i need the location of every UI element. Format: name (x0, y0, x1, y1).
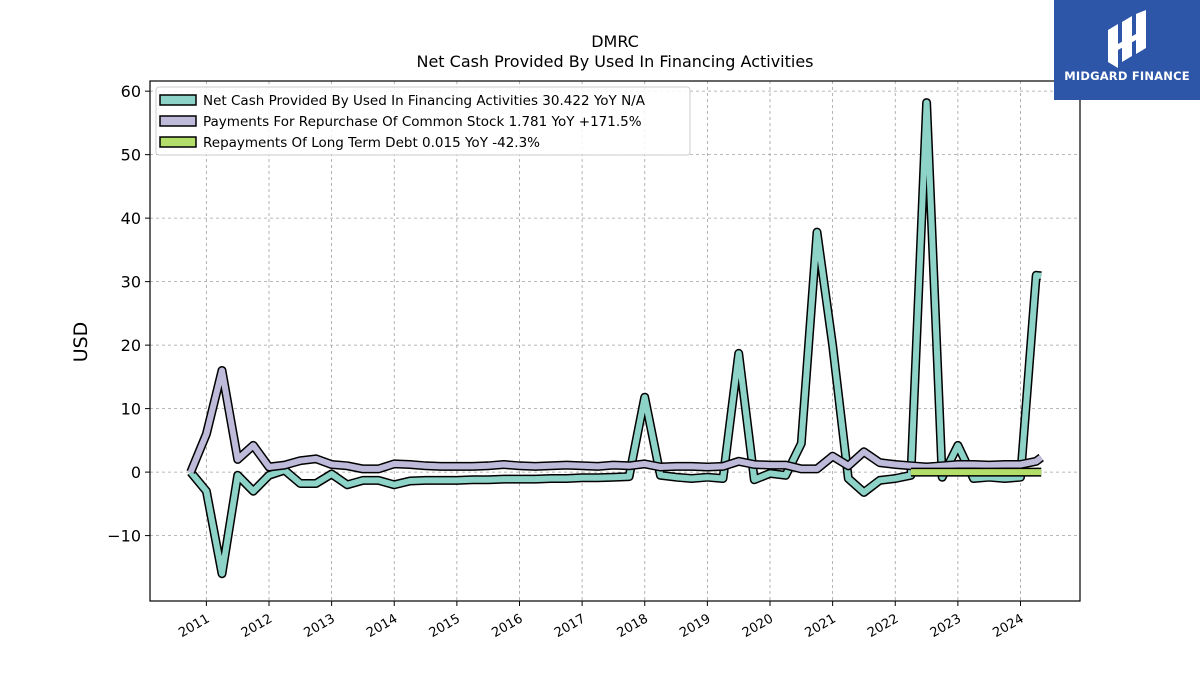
x-tick-label: 2011 (176, 611, 212, 641)
x-tick-label: 2020 (740, 611, 776, 641)
series-line-2 (187, 367, 1044, 474)
y-tick-label: 0 (131, 463, 141, 482)
legend-swatch (159, 94, 197, 106)
y-tick-label: 20 (121, 336, 141, 355)
x-tick-label: 2014 (364, 611, 400, 641)
chart-subtitle: Net Cash Provided By Used In Financing A… (416, 52, 813, 71)
midgard-logo-icon (1108, 10, 1146, 68)
x-tick-label: 2015 (427, 611, 463, 641)
x-tick-label: 2012 (239, 611, 275, 641)
x-tick-label: 2013 (301, 611, 337, 641)
legend: Net Cash Provided By Used In Financing A… (155, 86, 691, 156)
y-tick-label: −10 (107, 527, 141, 546)
y-tick-label: 10 (121, 400, 141, 419)
legend-box (155, 86, 691, 156)
y-tick-label: 40 (121, 209, 141, 228)
brand-name: MIDGARD FINANCE (1064, 69, 1190, 83)
chart-title: DMRC (591, 32, 639, 51)
x-axis-ticks: 2011 2012 2013 2014 2015 2016 2017 2018 2019 2020… (176, 601, 1027, 641)
x-tick-label: 2017 (552, 611, 588, 641)
series-line-outline-1 (187, 98, 1042, 579)
x-tick-label: 2016 (489, 611, 525, 641)
x-tick-label: 2022 (865, 611, 901, 641)
y-axis-label: USD (70, 322, 92, 363)
y-tick-label: 30 (121, 273, 141, 292)
y-axis-ticks: −10 0 10 20 30 40 50 60 (107, 82, 150, 546)
x-tick-label: 2024 (990, 611, 1026, 641)
brand-logo: MIDGARD FINANCE (1054, 0, 1200, 100)
legend-swatch (159, 136, 197, 148)
legend-entry-label: Payments For Repurchase Of Common Stock … (203, 114, 642, 130)
plot-frame (149, 80, 1081, 602)
x-tick-label: 2019 (677, 611, 713, 641)
legend-entry-label: Net Cash Provided By Used In Financing A… (203, 93, 646, 109)
series-layer (186, 98, 1044, 579)
series-line-1 (188, 99, 1042, 577)
x-tick-label: 2018 (615, 611, 651, 641)
legend-swatch (159, 115, 197, 127)
legend-entry-label: Repayments Of Long Term Debt 0.015 YoY -… (203, 135, 540, 151)
y-tick-label: 50 (121, 146, 141, 165)
x-tick-label: 2021 (802, 611, 838, 641)
x-tick-label: 2023 (928, 611, 964, 641)
y-tick-label: 60 (121, 82, 141, 101)
